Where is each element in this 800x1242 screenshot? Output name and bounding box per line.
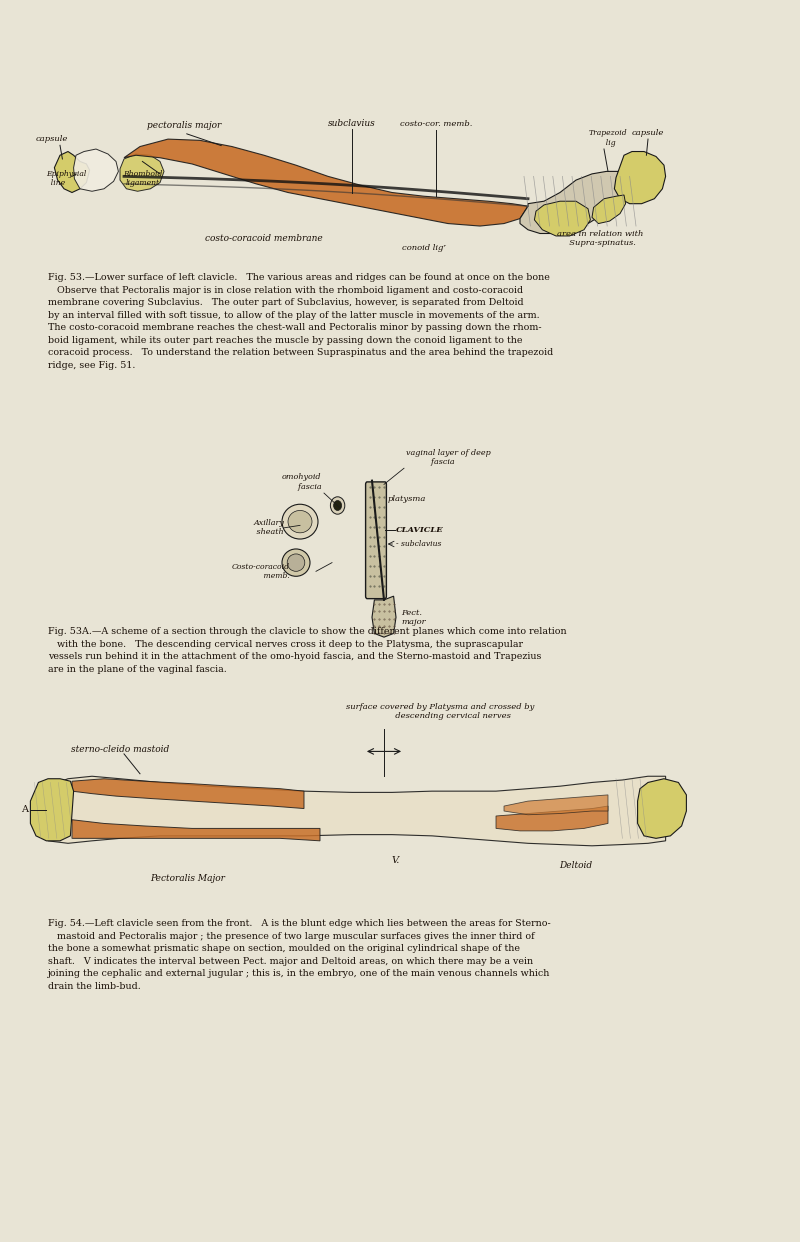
- Text: capsule: capsule: [632, 129, 664, 137]
- Polygon shape: [120, 154, 164, 191]
- Polygon shape: [72, 820, 320, 841]
- Polygon shape: [614, 152, 666, 204]
- Text: costo-cor. memb.: costo-cor. memb.: [400, 120, 472, 128]
- Polygon shape: [72, 779, 304, 809]
- Polygon shape: [520, 171, 628, 233]
- Polygon shape: [74, 149, 118, 191]
- Text: A: A: [21, 805, 28, 815]
- Text: Fig. 54.—Left clavicle seen from the front.   A is the blunt edge which lies bet: Fig. 54.—Left clavicle seen from the fro…: [48, 919, 550, 991]
- Ellipse shape: [334, 501, 342, 510]
- Text: Pect.
major: Pect. major: [402, 609, 426, 626]
- Polygon shape: [638, 779, 686, 838]
- Text: costo-coracoid membrane: costo-coracoid membrane: [205, 233, 323, 243]
- Text: conoid ligʳ: conoid ligʳ: [402, 245, 446, 252]
- Text: Fig. 53A.—A scheme of a section through the clavicle to show the different plane: Fig. 53A.—A scheme of a section through …: [48, 627, 566, 673]
- Ellipse shape: [287, 554, 305, 571]
- Text: Axillary
 sheath: Axillary sheath: [253, 519, 284, 537]
- Polygon shape: [372, 596, 396, 637]
- Polygon shape: [48, 776, 666, 846]
- Polygon shape: [496, 806, 608, 831]
- Text: Rhomboid
ligament: Rhomboid ligament: [122, 170, 162, 188]
- Text: sterno-cleido mastoid: sterno-cleido mastoid: [71, 745, 169, 754]
- Ellipse shape: [288, 510, 312, 533]
- Text: Deltoid: Deltoid: [559, 861, 593, 871]
- Text: subclavius: subclavius: [328, 119, 376, 128]
- Text: vaginal layer of deep
          fascia: vaginal layer of deep fascia: [406, 448, 491, 466]
- Polygon shape: [124, 139, 528, 226]
- Ellipse shape: [282, 549, 310, 576]
- Text: - subclavius: - subclavius: [396, 540, 442, 548]
- Text: Fig. 53.—Lower surface of left clavicle.   The various areas and ridges can be f: Fig. 53.—Lower surface of left clavicle.…: [48, 273, 554, 370]
- Text: platysma: platysma: [388, 496, 426, 503]
- Ellipse shape: [330, 497, 345, 514]
- Text: Trapezoid
  lig: Trapezoid lig: [589, 129, 627, 147]
- Text: CLAVICLE: CLAVICLE: [396, 527, 444, 534]
- Text: area in relation with
  Supra-spinatus.: area in relation with Supra-spinatus.: [557, 230, 643, 247]
- Text: V.: V.: [392, 856, 400, 866]
- Ellipse shape: [282, 504, 318, 539]
- FancyBboxPatch shape: [366, 482, 386, 599]
- Polygon shape: [534, 201, 590, 236]
- Polygon shape: [504, 795, 608, 815]
- Text: Pectoralis Major: Pectoralis Major: [150, 873, 226, 883]
- Text: capsule: capsule: [36, 135, 68, 143]
- Text: Epiphysial
  line: Epiphysial line: [46, 170, 86, 188]
- Text: omohyoid
  fascia: omohyoid fascia: [282, 473, 322, 491]
- Polygon shape: [54, 152, 90, 193]
- Polygon shape: [592, 195, 626, 224]
- Polygon shape: [30, 779, 74, 841]
- Text: Costo-coracoid
    memb.: Costo-coracoid memb.: [232, 563, 290, 580]
- Text: surface covered by Platysma and crossed by
          descending cervical nerves: surface covered by Platysma and crossed …: [346, 703, 534, 720]
- Text: pectoralis major: pectoralis major: [147, 122, 221, 130]
